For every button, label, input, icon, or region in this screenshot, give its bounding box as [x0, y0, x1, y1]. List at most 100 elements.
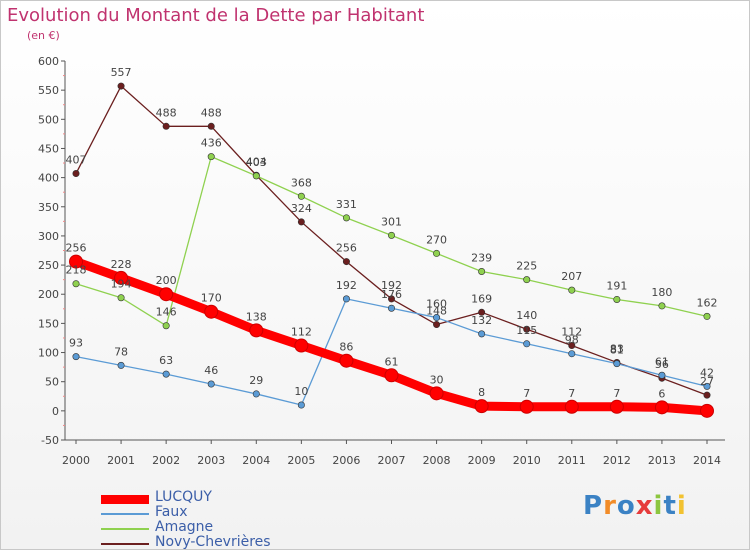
- data-label: 225: [516, 260, 537, 273]
- data-label: 207: [561, 270, 582, 283]
- data-point: [384, 368, 399, 383]
- legend-swatch: [101, 528, 149, 530]
- logo-letter: r: [603, 491, 617, 521]
- y-tick-label: 450: [38, 142, 59, 155]
- data-point: [703, 391, 711, 399]
- y-tick-label: 100: [38, 347, 59, 360]
- data-label: 81: [610, 344, 624, 357]
- data-label: 61: [385, 355, 399, 368]
- data-label: 200: [156, 274, 177, 287]
- data-point: [342, 258, 350, 266]
- data-label: 256: [66, 242, 87, 255]
- data-label: 301: [381, 215, 402, 228]
- data-point: [294, 338, 309, 353]
- data-label: 176: [381, 288, 402, 301]
- data-point: [658, 302, 666, 310]
- y-tick-label: 500: [38, 113, 59, 126]
- legend-swatch: [101, 543, 149, 545]
- data-point: [478, 330, 486, 338]
- data-point: [433, 321, 441, 329]
- data-point: [72, 353, 80, 361]
- data-label: 407: [66, 154, 87, 167]
- data-point: [297, 218, 305, 226]
- x-tick-label: 2011: [558, 454, 586, 467]
- data-label: 112: [561, 326, 582, 339]
- data-label: 7: [523, 387, 530, 400]
- data-point: [609, 399, 624, 414]
- data-point: [523, 276, 531, 284]
- x-tick-label: 2005: [287, 454, 315, 467]
- data-point: [474, 399, 489, 414]
- data-label: 63: [159, 354, 173, 367]
- data-point: [117, 82, 125, 90]
- data-label: 7: [568, 387, 575, 400]
- data-point: [523, 340, 531, 348]
- data-point: [297, 192, 305, 200]
- legend-swatch: [101, 494, 149, 504]
- data-point: [342, 214, 350, 222]
- data-label: 436: [201, 137, 222, 150]
- data-point: [117, 294, 125, 302]
- data-label: 42: [700, 366, 714, 379]
- data-point: [387, 304, 395, 312]
- data-point: [342, 295, 350, 303]
- data-label: 404: [246, 155, 267, 168]
- data-point: [703, 382, 711, 390]
- data-label: 557: [111, 66, 132, 79]
- data-point: [252, 172, 260, 180]
- y-tick-label: 50: [45, 376, 59, 389]
- data-point: [658, 371, 666, 379]
- data-label: 228: [111, 258, 132, 271]
- data-point: [654, 400, 669, 415]
- logo-letter: i: [653, 491, 664, 521]
- data-label: 56: [655, 358, 669, 371]
- logo-letter: o: [616, 491, 636, 521]
- y-tick-label: 550: [38, 84, 59, 97]
- data-point: [72, 280, 80, 288]
- y-tick-label: 200: [38, 288, 59, 301]
- data-label: 160: [426, 298, 447, 311]
- y-tick-label: 400: [38, 172, 59, 185]
- data-label: 61: [655, 355, 669, 368]
- x-tick-label: 2004: [242, 454, 270, 467]
- data-point: [613, 360, 621, 368]
- data-label: 169: [471, 292, 492, 305]
- y-tick-label: 150: [38, 317, 59, 330]
- data-point: [162, 322, 170, 330]
- data-label: 78: [114, 345, 128, 358]
- data-label: 93: [69, 337, 83, 350]
- data-label: 29: [249, 374, 263, 387]
- data-point: [519, 399, 534, 414]
- legend-label: LUCQUY: [155, 489, 212, 505]
- data-label: 148: [426, 305, 447, 318]
- data-point: [159, 287, 174, 302]
- data-point: [252, 390, 260, 398]
- data-point: [207, 122, 215, 130]
- y-tick-label: 350: [38, 201, 59, 214]
- data-point: [613, 295, 621, 303]
- data-label: 46: [204, 364, 218, 377]
- data-point: [478, 308, 486, 316]
- data-point: [69, 254, 83, 269]
- chart-unit-label: (en €): [27, 29, 60, 42]
- data-label: 10: [294, 385, 308, 398]
- data-point: [700, 403, 714, 418]
- x-tick-label: 2009: [468, 454, 496, 467]
- data-point: [387, 231, 395, 239]
- data-point: [162, 370, 170, 378]
- legend-label: Novy-Chevrières: [155, 534, 271, 550]
- data-label: 192: [336, 279, 357, 292]
- logo-letter: i: [676, 491, 687, 521]
- x-tick-label: 2008: [423, 454, 451, 467]
- y-tick-label: -50: [41, 434, 59, 447]
- data-point: [204, 304, 219, 319]
- data-point: [568, 342, 576, 350]
- data-point: [568, 286, 576, 294]
- legend-label: Amagne: [155, 519, 214, 535]
- data-label: 83: [610, 342, 624, 355]
- data-label: 194: [111, 278, 132, 291]
- x-tick-label: 2013: [648, 454, 676, 467]
- data-label: 115: [516, 324, 537, 337]
- x-tick-label: 2001: [107, 454, 135, 467]
